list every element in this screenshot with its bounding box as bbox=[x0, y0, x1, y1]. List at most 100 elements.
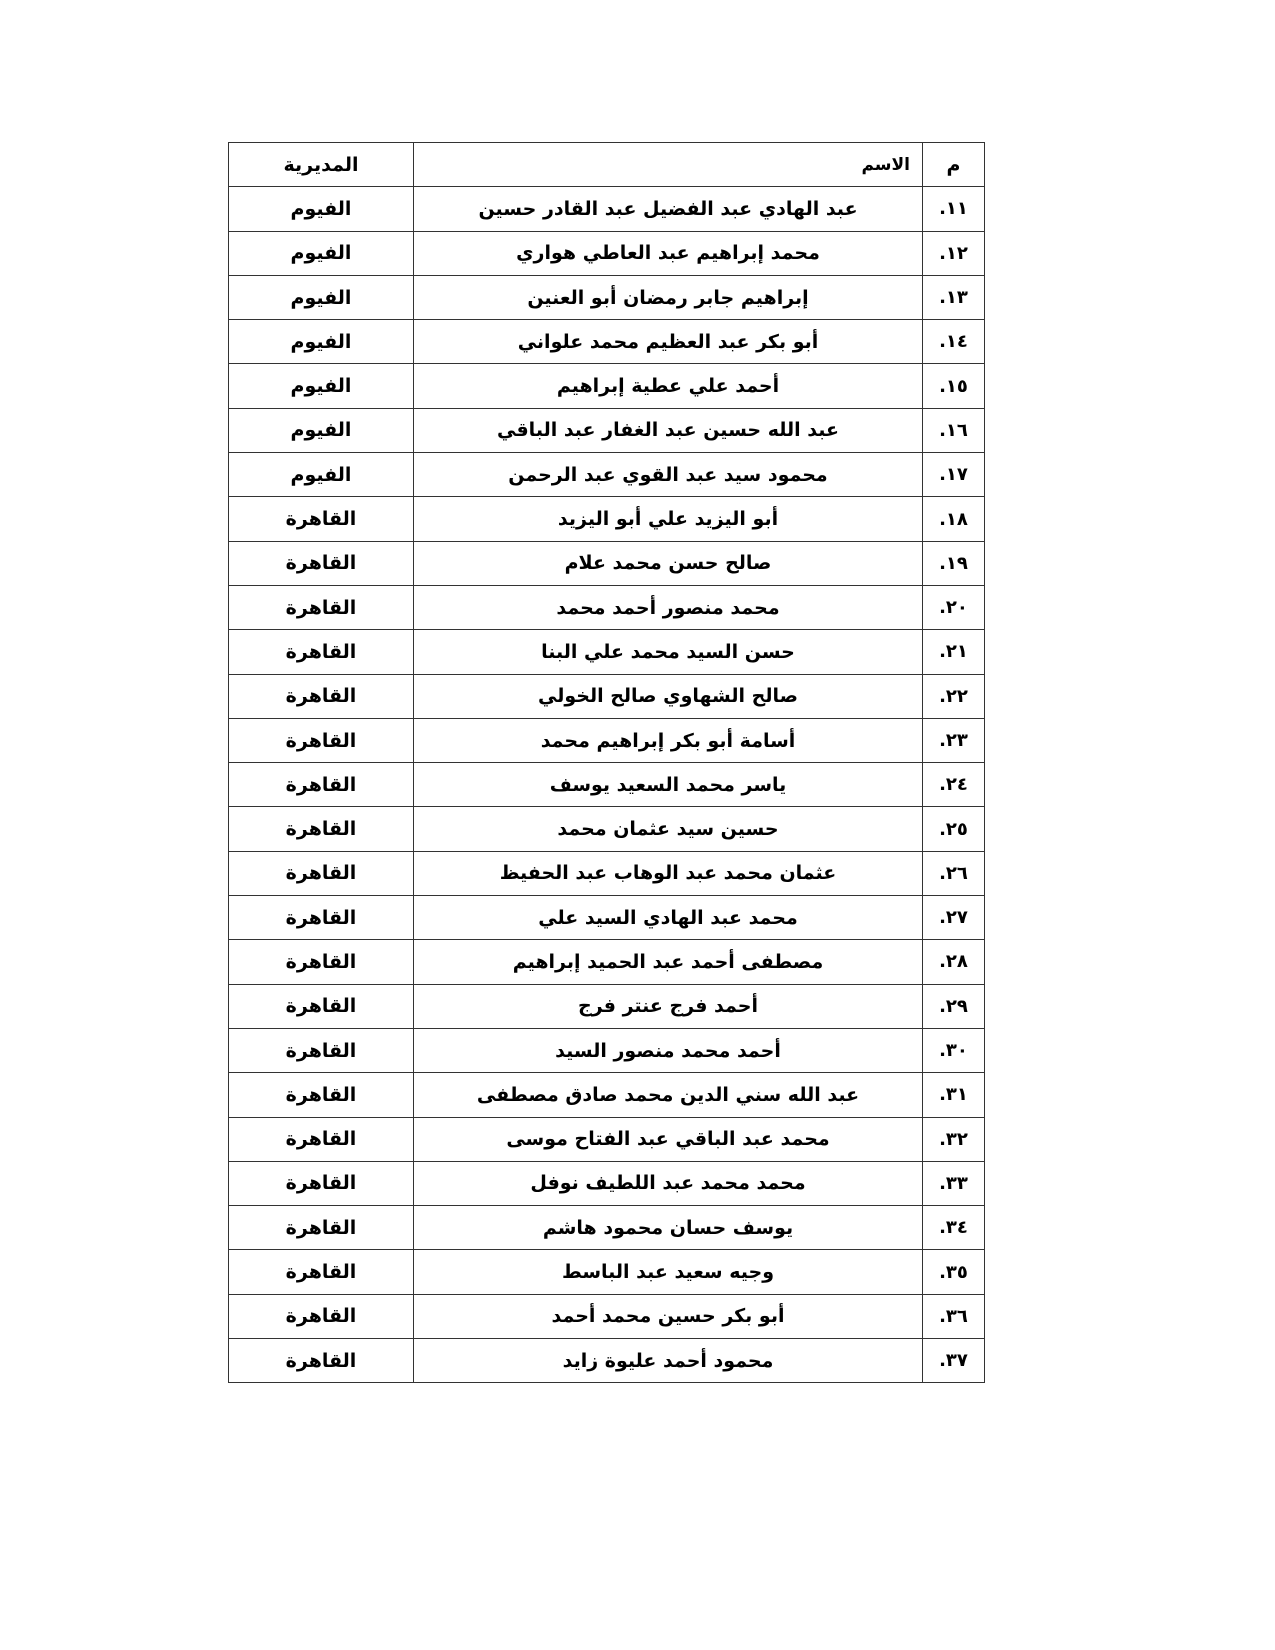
row-directorate: الفيوم bbox=[228, 319, 414, 365]
row-name: محمد عبد الباقي عبد الفتاح موسى bbox=[413, 1116, 923, 1162]
table-row: ٣٣. محمد محمد عبد اللطيف نوفل القاهرة bbox=[228, 1160, 985, 1207]
row-directorate: القاهرة bbox=[228, 540, 414, 586]
table-row: ١٩. صالح حسن محمد علام القاهرة bbox=[228, 540, 985, 586]
row-number: ١٧. bbox=[922, 452, 985, 498]
row-name: صالح الشهاوي صالح الخولي bbox=[413, 673, 923, 719]
row-number: ٣٤. bbox=[922, 1205, 985, 1251]
row-directorate: القاهرة bbox=[228, 762, 414, 808]
row-number: ١٨. bbox=[922, 496, 985, 542]
table-row: ١٨. أبو اليزيد علي أبو اليزيد القاهرة bbox=[228, 496, 985, 542]
table-row: ٣٢. محمد عبد الباقي عبد الفتاح موسى القاهر… bbox=[228, 1116, 985, 1162]
row-name: ياسر محمد السعيد يوسف bbox=[413, 762, 923, 808]
row-number: ٢٦. bbox=[922, 850, 985, 897]
row-number: ٢٢. bbox=[922, 673, 985, 719]
row-number: ٢١. bbox=[922, 629, 985, 675]
table-row: ١٤. أبو بكر عبد العظيم محمد علواني الفيوم bbox=[228, 319, 985, 365]
table-row: ٢٣. أسامة أبو بكر إبراهيم محمد القاهرة bbox=[228, 717, 985, 764]
row-name: أبو اليزيد علي أبو اليزيد bbox=[413, 496, 923, 542]
row-number: ٣٥. bbox=[922, 1249, 985, 1295]
row-directorate: الفيوم bbox=[228, 407, 414, 454]
row-name: حسن السيد محمد علي البنا bbox=[413, 629, 923, 675]
table-row: ٣٧. محمود أحمد عليوة زايد القاهرة bbox=[228, 1338, 985, 1384]
table-row: ٢٠. محمد منصور أحمد محمد القاهرة bbox=[228, 584, 985, 631]
row-name: محمود أحمد عليوة زايد bbox=[413, 1338, 923, 1384]
table-row: ٢٧. محمد عبد الهادي السيد علي القاهرة bbox=[228, 895, 985, 941]
row-directorate: القاهرة bbox=[228, 983, 414, 1029]
row-directorate: الفيوم bbox=[228, 230, 414, 276]
row-name: محمود سيد عبد القوي عبد الرحمن bbox=[413, 452, 923, 498]
row-number: ١٣. bbox=[922, 274, 985, 321]
row-number: ٢٠. bbox=[922, 584, 985, 631]
row-number: ٢٥. bbox=[922, 806, 985, 852]
row-name: أبو بكر عبد العظيم محمد علواني bbox=[413, 319, 923, 365]
row-directorate: القاهرة bbox=[228, 1027, 414, 1074]
table-row: ١٢. محمد إبراهيم عبد العاطي هواري الفيوم bbox=[228, 230, 985, 276]
table-row: ١٣. إبراهيم جابر رمضان أبو العنين الفيوم bbox=[228, 274, 985, 321]
row-directorate: القاهرة bbox=[228, 1338, 414, 1384]
row-directorate: القاهرة bbox=[228, 850, 414, 897]
row-directorate: الفيوم bbox=[228, 186, 414, 232]
table-row: ٣٠. أحمد محمد منصور السيد القاهرة bbox=[228, 1027, 985, 1074]
row-number: ٢٧. bbox=[922, 895, 985, 941]
row-number: ٣٦. bbox=[922, 1293, 985, 1340]
row-number: ١١. bbox=[922, 186, 985, 232]
row-directorate: الفيوم bbox=[228, 363, 414, 409]
row-name: مصطفى أحمد عبد الحميد إبراهيم bbox=[413, 939, 923, 985]
table-row: ١٦. عبد الله حسين عبد الغفار عبد الباقي ال… bbox=[228, 407, 985, 454]
table-row: ٢٤. ياسر محمد السعيد يوسف القاهرة bbox=[228, 762, 985, 808]
row-number: ٣١. bbox=[922, 1072, 985, 1118]
row-name: صالح حسن محمد علام bbox=[413, 540, 923, 586]
names-table: م الاسم المديرية ١١. عبد الهادي عبد الفضي… bbox=[228, 141, 985, 1384]
row-directorate: القاهرة bbox=[228, 1249, 414, 1295]
row-name: وجيه سعيد عبد الباسط bbox=[413, 1249, 923, 1295]
table-row: ٢٨. مصطفى أحمد عبد الحميد إبراهيم القاهرة bbox=[228, 939, 985, 985]
row-number: ٣٧. bbox=[922, 1338, 985, 1384]
row-name: عثمان محمد عبد الوهاب عبد الحفيظ bbox=[413, 850, 923, 897]
row-name: محمد محمد عبد اللطيف نوفل bbox=[413, 1160, 923, 1207]
header-name: الاسم bbox=[413, 141, 923, 188]
row-directorate: القاهرة bbox=[228, 806, 414, 852]
row-directorate: القاهرة bbox=[228, 1205, 414, 1251]
row-name: أسامة أبو بكر إبراهيم محمد bbox=[413, 717, 923, 764]
row-name: محمد منصور أحمد محمد bbox=[413, 584, 923, 631]
row-directorate: القاهرة bbox=[228, 939, 414, 985]
row-directorate: القاهرة bbox=[228, 895, 414, 941]
table-row: ١١. عبد الهادي عبد الفضيل عبد القادر حسين… bbox=[228, 186, 985, 232]
row-directorate: القاهرة bbox=[228, 1293, 414, 1340]
row-directorate: القاهرة bbox=[228, 1072, 414, 1118]
row-name: عبد الله سني الدين محمد صادق مصطفى bbox=[413, 1072, 923, 1118]
header-directorate: المديرية bbox=[228, 141, 414, 188]
row-number: ٢٩. bbox=[922, 983, 985, 1029]
row-directorate: القاهرة bbox=[228, 673, 414, 719]
row-directorate: القاهرة bbox=[228, 1160, 414, 1207]
row-number: ٢٣. bbox=[922, 717, 985, 764]
table-row: ٢١. حسن السيد محمد علي البنا القاهرة bbox=[228, 629, 985, 675]
row-name: محمد إبراهيم عبد العاطي هواري bbox=[413, 230, 923, 276]
row-number: ٢٨. bbox=[922, 939, 985, 985]
row-number: ٣٣. bbox=[922, 1160, 985, 1207]
row-name: حسين سيد عثمان محمد bbox=[413, 806, 923, 852]
row-number: ١٢. bbox=[922, 230, 985, 276]
row-name: عبد الهادي عبد الفضيل عبد القادر حسين bbox=[413, 186, 923, 232]
header-num: م bbox=[922, 141, 985, 188]
row-name: عبد الله حسين عبد الغفار عبد الباقي bbox=[413, 407, 923, 454]
table-row: ٣٦. أبو بكر حسين محمد أحمد القاهرة bbox=[228, 1293, 985, 1340]
row-name: أحمد فرج عنتر فرج bbox=[413, 983, 923, 1029]
row-number: ١٦. bbox=[922, 407, 985, 454]
row-name: أحمد محمد منصور السيد bbox=[413, 1027, 923, 1074]
row-directorate: القاهرة bbox=[228, 629, 414, 675]
table-row: ٢٦. عثمان محمد عبد الوهاب عبد الحفيظ القاه… bbox=[228, 850, 985, 897]
table-row: ٣١. عبد الله سني الدين محمد صادق مصطفى الق… bbox=[228, 1072, 985, 1118]
table-row: ٢٩. أحمد فرج عنتر فرج القاهرة bbox=[228, 983, 985, 1029]
row-name: يوسف حسان محمود هاشم bbox=[413, 1205, 923, 1251]
row-number: ١٩. bbox=[922, 540, 985, 586]
row-directorate: الفيوم bbox=[228, 274, 414, 321]
table-row: ٢٢. صالح الشهاوي صالح الخولي القاهرة bbox=[228, 673, 985, 719]
table-row: ٣٤. يوسف حسان محمود هاشم القاهرة bbox=[228, 1205, 985, 1251]
table-row: ٢٥. حسين سيد عثمان محمد القاهرة bbox=[228, 806, 985, 852]
row-number: ١٥. bbox=[922, 363, 985, 409]
row-number: ٣٠. bbox=[922, 1027, 985, 1074]
row-number: ٣٢. bbox=[922, 1116, 985, 1162]
row-name: أحمد علي عطية إبراهيم bbox=[413, 363, 923, 409]
table-row: ١٧. محمود سيد عبد القوي عبد الرحمن الفيوم bbox=[228, 452, 985, 498]
